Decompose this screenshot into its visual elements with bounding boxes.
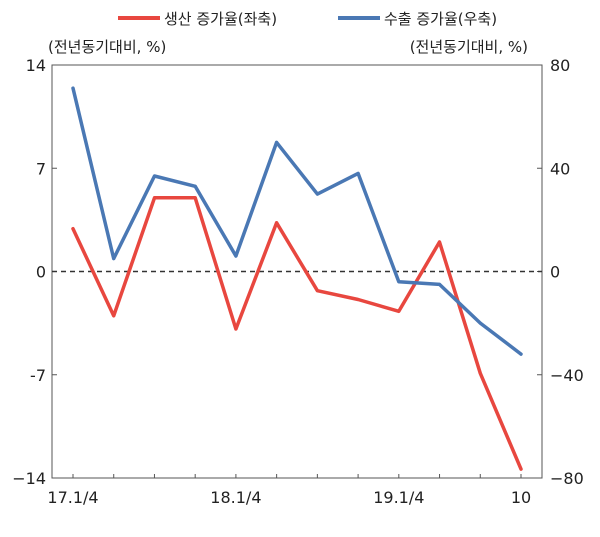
data-point-exports: [112, 257, 116, 261]
left-tick-label: 14: [26, 56, 46, 75]
right-axis-unit-label: (전년동기대비, %): [410, 38, 528, 56]
right-tick-label: 40: [550, 159, 570, 178]
data-point-production: [234, 327, 238, 331]
left-tick-label: −14: [12, 469, 46, 488]
x-tick-label: 18.1/4: [210, 488, 261, 507]
x-tick-label: 17.1/4: [47, 488, 98, 507]
data-point-exports: [153, 174, 156, 178]
data-point-exports: [397, 280, 401, 284]
data-point-exports: [356, 171, 360, 175]
left-axis-unit-label: (전년동기대비, %): [48, 38, 166, 56]
x-tick-label: 19.1/4: [373, 488, 424, 507]
data-point-production: [71, 227, 75, 231]
data-point-exports: [193, 184, 197, 188]
right-tick-label: 0: [550, 263, 560, 282]
right-tick-label: −80: [550, 469, 584, 488]
left-tick-label: -7: [30, 366, 46, 385]
legend-label-exports: 수출 증가율(우축): [384, 10, 497, 28]
data-point-exports: [71, 86, 75, 90]
data-point-production: [153, 196, 156, 200]
left-tick-label: 7: [36, 159, 46, 178]
right-axis: 80 40 0 −40 −80: [537, 56, 584, 488]
data-point-production: [478, 371, 482, 375]
data-point-production: [356, 298, 360, 301]
data-point-production: [275, 221, 279, 225]
data-point-exports: [275, 140, 279, 144]
legend-label-production: 생산 증가율(좌축): [164, 10, 277, 28]
data-point-exports: [315, 192, 319, 196]
data-point-exports: [234, 254, 238, 258]
data-point-exports: [438, 282, 441, 286]
data-point-production: [397, 309, 401, 313]
series-layer: [71, 86, 523, 471]
x-axis: 17.1/4 18.1/4 19.1/4 10: [47, 474, 531, 507]
left-axis: 14 7 0 -7 −14: [12, 56, 57, 488]
data-point-production: [112, 314, 116, 318]
data-point-production: [438, 240, 441, 244]
series-line-production: [71, 196, 523, 471]
right-tick-label: −40: [550, 366, 584, 385]
left-tick-label: 0: [36, 263, 46, 282]
right-tick-label: 80: [550, 56, 570, 75]
data-point-production: [519, 467, 523, 471]
legend: 생산 증가율(좌축) 수출 증가율(우축): [118, 10, 497, 28]
data-point-exports: [478, 321, 482, 325]
x-tick-label: 10: [511, 488, 531, 507]
data-point-production: [193, 196, 197, 200]
data-point-exports: [519, 352, 523, 356]
series-line-exports: [71, 86, 523, 356]
data-point-production: [315, 289, 319, 293]
